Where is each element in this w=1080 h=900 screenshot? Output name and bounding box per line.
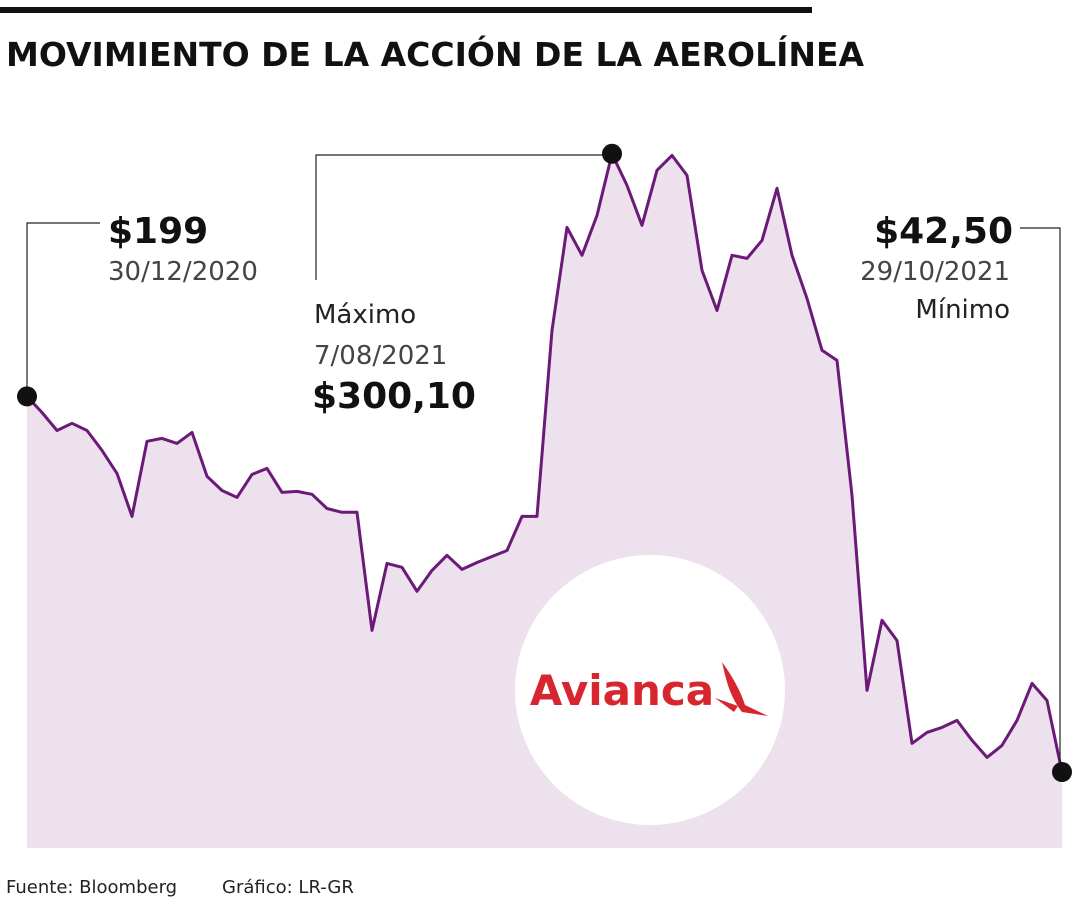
annotation-value: $199: [108, 211, 208, 252]
logo-circle: [515, 555, 785, 825]
chart-title: MOVIMIENTO DE LA ACCIÓN DE LA AEROLÍNEA: [6, 34, 865, 74]
price-line: [25, 152, 1064, 773]
annotation-value: $300,10: [312, 376, 476, 417]
logo-mark: [715, 662, 768, 716]
leader-line: [26, 222, 100, 396]
leader-line: [315, 154, 605, 280]
source: Fuente: Bloomberg: [6, 877, 177, 898]
annotation-value: $42,50: [874, 211, 1013, 252]
credit: Gráfico: LR-GR: [222, 877, 354, 898]
area-fill: [27, 153, 1062, 849]
leader-line: [1020, 227, 1061, 771]
plot-area: [25, 152, 1064, 849]
annotation-date: 7/08/2021: [314, 341, 447, 371]
annotation-marker: [1052, 762, 1072, 782]
annotation-marker: [602, 143, 622, 164]
logo-text: Avianca: [530, 666, 714, 715]
markers: [17, 143, 1072, 782]
annotation-marker: [17, 386, 37, 407]
title-bar: [0, 7, 812, 13]
annotation-text: Mínimo: [915, 295, 1010, 325]
annotation-date: 29/10/2021: [860, 257, 1010, 287]
annotation-text: Máximo: [314, 300, 416, 330]
annotation-date: 30/12/2020: [108, 257, 258, 287]
